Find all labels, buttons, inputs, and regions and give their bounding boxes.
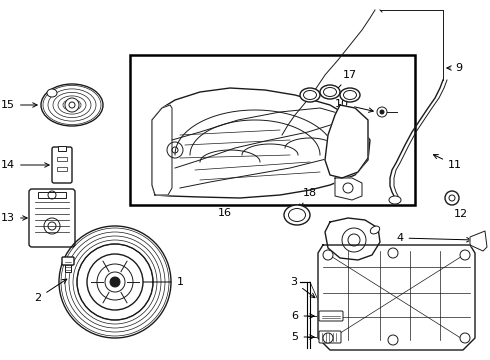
Polygon shape bbox=[318, 245, 475, 350]
Ellipse shape bbox=[370, 226, 380, 234]
Circle shape bbox=[110, 277, 120, 287]
Text: 15: 15 bbox=[1, 100, 37, 110]
Polygon shape bbox=[325, 218, 380, 260]
FancyBboxPatch shape bbox=[62, 257, 74, 265]
Circle shape bbox=[460, 250, 470, 260]
FancyBboxPatch shape bbox=[52, 147, 72, 183]
Polygon shape bbox=[470, 231, 487, 251]
Text: 13: 13 bbox=[1, 213, 27, 223]
Text: 5: 5 bbox=[292, 332, 314, 342]
FancyBboxPatch shape bbox=[319, 331, 341, 343]
FancyBboxPatch shape bbox=[319, 311, 343, 321]
Ellipse shape bbox=[340, 88, 360, 102]
Bar bbox=[57, 167, 67, 171]
Ellipse shape bbox=[284, 205, 310, 225]
Text: 8: 8 bbox=[344, 157, 351, 178]
Text: 3: 3 bbox=[291, 277, 315, 298]
Bar bbox=[38, 192, 66, 198]
Ellipse shape bbox=[320, 85, 340, 99]
Text: 7: 7 bbox=[362, 252, 371, 270]
Bar bbox=[58, 146, 66, 151]
Circle shape bbox=[460, 333, 470, 343]
Text: 1: 1 bbox=[127, 277, 183, 287]
Ellipse shape bbox=[389, 196, 401, 204]
Text: 16: 16 bbox=[218, 208, 232, 218]
Bar bbox=[65, 262, 71, 272]
Circle shape bbox=[65, 98, 79, 112]
Ellipse shape bbox=[41, 84, 103, 126]
Text: 2: 2 bbox=[34, 279, 67, 303]
Text: 9: 9 bbox=[455, 63, 462, 73]
Circle shape bbox=[388, 248, 398, 258]
Bar bbox=[57, 157, 67, 161]
Text: 17: 17 bbox=[333, 70, 357, 94]
Polygon shape bbox=[335, 178, 362, 200]
Text: 11: 11 bbox=[434, 154, 462, 170]
Circle shape bbox=[87, 254, 143, 310]
Text: 10: 10 bbox=[335, 99, 373, 112]
Text: 18: 18 bbox=[299, 188, 317, 209]
Circle shape bbox=[377, 107, 387, 117]
Polygon shape bbox=[325, 105, 368, 178]
Circle shape bbox=[323, 250, 333, 260]
Ellipse shape bbox=[47, 89, 57, 97]
Text: 6: 6 bbox=[292, 311, 314, 321]
Polygon shape bbox=[152, 105, 172, 195]
Text: 4: 4 bbox=[396, 233, 471, 243]
Circle shape bbox=[388, 335, 398, 345]
FancyBboxPatch shape bbox=[29, 189, 75, 247]
Polygon shape bbox=[152, 88, 370, 198]
Circle shape bbox=[380, 110, 384, 114]
Bar bbox=[130, 55, 415, 205]
Text: 12: 12 bbox=[454, 209, 468, 219]
Circle shape bbox=[323, 333, 333, 343]
Ellipse shape bbox=[300, 88, 320, 102]
Text: 14: 14 bbox=[1, 160, 49, 170]
Circle shape bbox=[445, 191, 459, 205]
